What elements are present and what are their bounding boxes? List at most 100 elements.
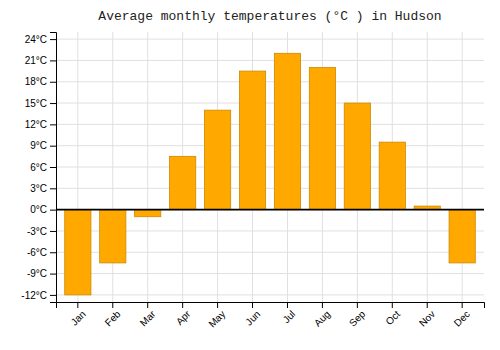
y-tick-label: -9°C — [27, 268, 47, 279]
x-tick-label: Dec — [452, 308, 472, 328]
y-tick-label: -12°C — [21, 290, 47, 301]
bars — [65, 53, 476, 295]
x-axis: JanFebMarAprMayJunJulAugSepOctNovDec — [57, 302, 485, 330]
grid — [56, 32, 484, 302]
y-tick-mark — [50, 188, 56, 189]
y-tick-mark — [50, 146, 56, 147]
x-tick: Jun — [243, 302, 262, 328]
x-tick-mark — [147, 302, 148, 308]
bar — [135, 210, 161, 217]
bar — [379, 142, 405, 210]
y-axis: -12°C -9°C -6°C -3°C 0°C 3°C 6°C 9°C 12°C 15°C 18°… — [21, 33, 56, 303]
x-tick: Jan — [69, 302, 88, 328]
y-tick: -9°C — [27, 268, 56, 279]
x-tick: May — [206, 302, 227, 330]
grid-line-y — [56, 124, 484, 125]
x-tick-label: Mar — [138, 308, 158, 328]
y-tick-mark — [50, 60, 56, 61]
y-tick-mark — [50, 295, 56, 296]
x-tick: Mar — [138, 302, 158, 328]
grid-line-y — [56, 273, 484, 274]
x-tick-label: Sep — [347, 308, 368, 329]
y-axis-line — [50, 33, 57, 303]
y-tick: -3°C — [27, 226, 56, 237]
bar — [239, 71, 265, 210]
x-tick-mark — [287, 302, 288, 308]
bar — [204, 110, 230, 209]
grid-line-x — [147, 32, 148, 302]
chart-container: -12°C -9°C -6°C -3°C 0°C 3°C 6°C 9°C 12°C 15°C 18°… — [0, 0, 500, 350]
y-tick: 21°C — [25, 55, 56, 66]
y-tick-mark — [50, 231, 56, 232]
y-tick-label: 15°C — [25, 98, 47, 109]
grid-line-y — [56, 209, 484, 210]
y-tick-mark — [50, 167, 56, 168]
x-tick-mark — [322, 302, 323, 308]
x-tick: Apr — [174, 302, 193, 327]
x-axis-line — [57, 303, 485, 309]
plot-area: -12°C -9°C -6°C -3°C 0°C 3°C 6°C 9°C 12°C 15°C 18°… — [21, 32, 484, 330]
y-tick-mark — [50, 274, 56, 275]
y-tick: 0°C — [30, 204, 56, 215]
x-tick-label: May — [206, 308, 227, 329]
x-tick: Jul — [281, 302, 298, 325]
y-tick-mark — [50, 103, 56, 104]
y-tick: 18°C — [25, 76, 56, 87]
chart-svg: -12°C -9°C -6°C -3°C 0°C 3°C 6°C 9°C 12°C 15°C 18°… — [0, 0, 500, 350]
y-tick-mark — [50, 124, 56, 125]
y-tick-label: 3°C — [30, 183, 47, 194]
grid-line-y — [56, 145, 484, 146]
grid-line-y — [56, 103, 484, 104]
y-tick-label: 9°C — [30, 140, 47, 151]
y-tick: 15°C — [25, 98, 56, 109]
y-tick-mark — [50, 252, 56, 253]
bar — [449, 210, 475, 263]
y-tick-label: 0°C — [30, 204, 47, 215]
grid-line-y — [56, 294, 484, 295]
x-tick-mark — [217, 302, 218, 308]
y-tick-label: -3°C — [27, 226, 47, 237]
x-tick-mark — [77, 302, 78, 308]
x-tick-mark — [462, 302, 463, 308]
y-tick-label: 12°C — [25, 119, 47, 130]
grid-line-y — [56, 188, 484, 189]
x-tick-label: Aug — [312, 308, 332, 328]
x-tick-label: Nov — [417, 308, 437, 328]
x-tick-label: Jul — [281, 308, 298, 325]
y-tick: -6°C — [27, 247, 56, 258]
x-tick-label: Jan — [69, 308, 88, 327]
y-tick-label: 21°C — [25, 55, 47, 66]
x-tick: Sep — [347, 302, 368, 329]
bar — [309, 68, 335, 210]
grid-line-y — [56, 60, 484, 61]
x-tick: Aug — [312, 302, 332, 329]
y-tick-mark — [50, 210, 56, 211]
grid-line-y — [56, 167, 484, 168]
y-tick: 6°C — [30, 162, 56, 173]
y-tick-label: 18°C — [25, 76, 47, 87]
y-tick: 24°C — [25, 34, 56, 45]
x-tick-label: Apr — [174, 308, 193, 327]
y-tick-label: 24°C — [25, 34, 47, 45]
x-tick-label: Oct — [383, 308, 402, 327]
x-tick-mark — [252, 302, 253, 308]
bar — [170, 156, 196, 209]
bar — [274, 53, 300, 209]
y-tick: -12°C — [21, 290, 56, 301]
bar — [65, 210, 91, 295]
x-tick-mark — [112, 302, 113, 308]
x-tick-label: Jun — [243, 308, 262, 327]
y-tick: 3°C — [30, 183, 56, 194]
x-tick: Dec — [452, 302, 472, 329]
x-tick: Oct — [383, 302, 402, 327]
y-tick-mark — [50, 82, 56, 83]
grid-line-x — [427, 32, 428, 302]
bar — [100, 210, 126, 263]
bar — [344, 103, 370, 210]
y-tick-label: 6°C — [30, 162, 47, 173]
x-tick-mark — [182, 302, 183, 308]
y-tick-label: -6°C — [27, 247, 47, 258]
grid-line-y — [56, 81, 484, 82]
x-tick-mark — [357, 302, 358, 308]
x-tick-mark — [392, 302, 393, 308]
